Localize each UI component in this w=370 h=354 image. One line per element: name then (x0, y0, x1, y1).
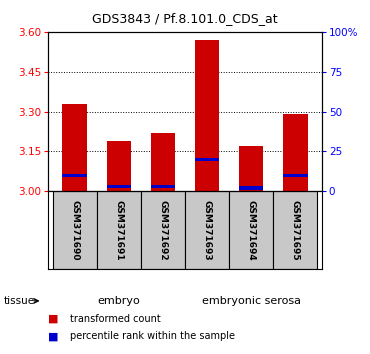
Bar (273, 191, 317, 269)
Text: GDS3843 / Pf.8.101.0_CDS_at: GDS3843 / Pf.8.101.0_CDS_at (92, 12, 278, 25)
Bar (283, 173, 307, 177)
Text: embryonic serosa: embryonic serosa (202, 296, 301, 306)
Bar (53, 191, 97, 269)
Bar (107, 141, 131, 191)
Bar (195, 158, 219, 161)
Bar (63, 173, 87, 177)
Text: transformed count: transformed count (70, 314, 161, 324)
Text: GSM371691: GSM371691 (114, 200, 123, 261)
Bar (283, 114, 307, 191)
Bar (151, 133, 175, 191)
Text: tissue: tissue (4, 296, 35, 306)
Bar (63, 104, 87, 191)
Text: embryo: embryo (97, 296, 140, 306)
Text: percentile rank within the sample: percentile rank within the sample (70, 331, 235, 341)
Text: ■: ■ (48, 314, 58, 324)
Bar (195, 40, 219, 191)
Bar (141, 191, 185, 269)
Text: GSM371690: GSM371690 (70, 200, 79, 260)
Bar (107, 185, 131, 188)
Text: GSM371694: GSM371694 (247, 200, 256, 261)
Text: GSM371693: GSM371693 (203, 200, 212, 261)
Text: GSM371692: GSM371692 (158, 200, 167, 261)
Bar (97, 191, 141, 269)
Bar (229, 191, 273, 269)
Bar (239, 146, 263, 191)
Bar (185, 191, 229, 269)
Text: GSM371695: GSM371695 (291, 200, 300, 261)
Bar (151, 185, 175, 188)
Text: ■: ■ (48, 331, 58, 341)
Bar (239, 186, 263, 190)
